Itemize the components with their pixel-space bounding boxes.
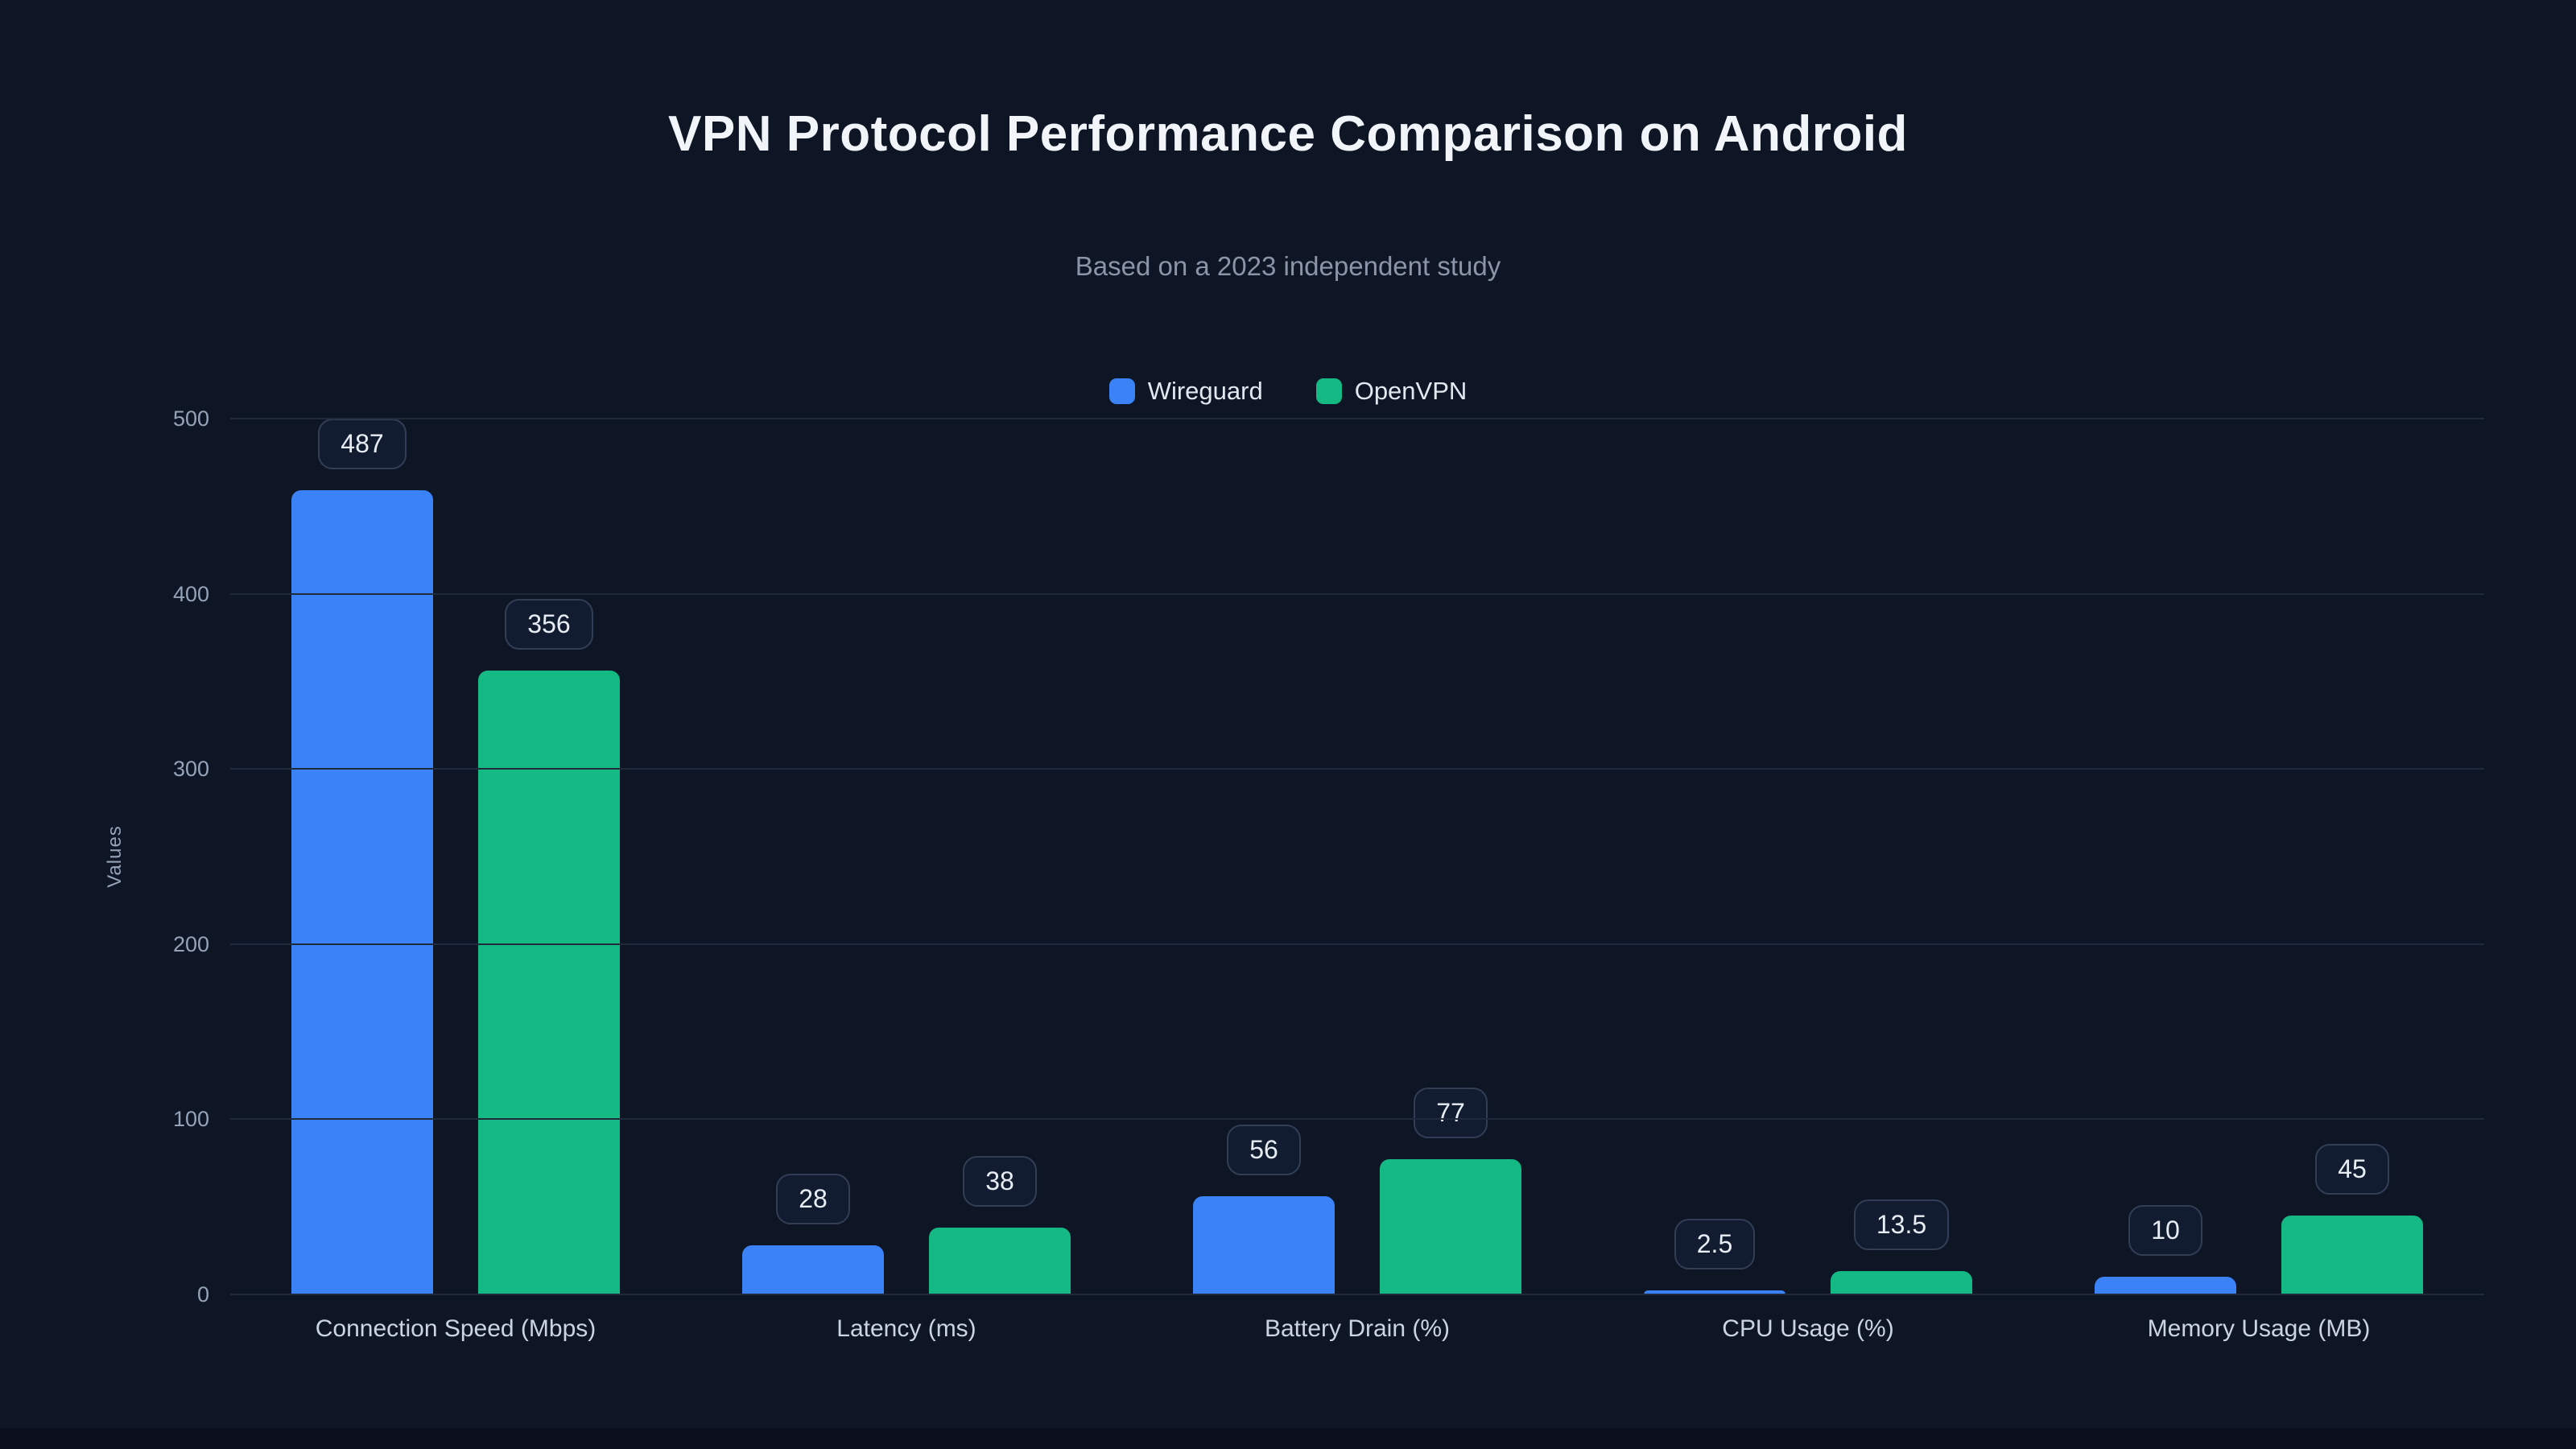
gridline <box>230 592 2484 595</box>
value-label: 10 <box>2128 1205 2202 1257</box>
bar-openvpn <box>1831 1270 1972 1294</box>
value-label: 77 <box>1414 1088 1488 1139</box>
bar-column: 45 <box>2281 419 2423 1294</box>
category-label: Latency (ms) <box>836 1315 976 1342</box>
bottom-edge <box>0 1428 2576 1449</box>
x-axis-category-labels: Connection Speed (Mbps) Latency (ms) Batte… <box>230 1315 2484 1343</box>
bar-column: 2.5 <box>1644 419 1785 1294</box>
bar-column: 56 <box>1193 419 1335 1294</box>
bar-wireguard <box>291 490 433 1294</box>
bar-openvpn <box>1380 1159 1521 1294</box>
bar-groups: 487 356 28 38 56 77 2.5 13.5 10 45 <box>230 419 2484 1294</box>
bar-column: 13.5 <box>1831 419 1972 1294</box>
bar-group: 10 45 <box>2033 419 2484 1294</box>
gridline <box>230 1118 2484 1121</box>
bar-column: 38 <box>929 419 1071 1294</box>
y-axis-label: Values <box>104 825 126 888</box>
legend-item-wireguard[interactable]: Wireguard <box>1108 376 1263 406</box>
bar-column: 487 <box>291 419 433 1294</box>
bar-wireguard <box>1193 1196 1335 1294</box>
gridline <box>230 768 2484 770</box>
category-label: CPU Usage (%) <box>1722 1315 1894 1342</box>
value-label: 28 <box>776 1174 850 1225</box>
bar-openvpn <box>929 1228 1071 1294</box>
category-label: Battery Drain (%) <box>1264 1315 1451 1342</box>
category-label: Connection Speed (Mbps) <box>315 1315 597 1342</box>
legend-swatch-icon <box>1315 378 1342 404</box>
value-label: 2.5 <box>1674 1218 1756 1269</box>
plot-area: 487 356 28 38 56 77 2.5 13.5 10 45 0 100 200 300 400 5… <box>173 408 2484 1306</box>
gridline <box>230 418 2484 419</box>
legend-swatch-icon <box>1108 378 1135 404</box>
category-label: Memory Usage (MB) <box>2147 1315 2371 1342</box>
value-label: 56 <box>1227 1125 1301 1176</box>
bar-wireguard <box>2095 1277 2236 1294</box>
gridline <box>230 943 2484 945</box>
chart-subtitle: Based on a 2023 independent study <box>1075 251 1501 281</box>
value-label: 45 <box>2315 1144 2389 1195</box>
value-label: 487 <box>318 419 407 469</box>
bar-column: 10 <box>2095 419 2236 1294</box>
chart-title: VPN Protocol Performance Comparison on A… <box>668 106 1908 162</box>
bar-column: 28 <box>742 419 884 1294</box>
gridline <box>230 1294 2484 1295</box>
value-label: 38 <box>963 1156 1037 1208</box>
bar-group: 56 77 <box>1132 419 1583 1294</box>
bar-openvpn <box>478 671 620 1294</box>
bar-openvpn <box>2281 1216 2423 1294</box>
value-label: 13.5 <box>1853 1199 1950 1250</box>
legend-item-openvpn[interactable]: OpenVPN <box>1315 376 1468 406</box>
bar-column: 356 <box>478 419 620 1294</box>
bar-group: 2.5 13.5 <box>1583 419 2033 1294</box>
bar-column: 77 <box>1380 419 1521 1294</box>
legend: Wireguard OpenVPN <box>0 377 2576 406</box>
bar-wireguard <box>742 1245 884 1294</box>
bar-group: 28 38 <box>681 419 1132 1294</box>
bar-group: 487 356 <box>230 419 681 1294</box>
legend-label: Wireguard <box>1147 376 1263 405</box>
bar-wireguard <box>1644 1290 1785 1294</box>
legend-label: OpenVPN <box>1354 376 1468 405</box>
value-label: 356 <box>505 599 593 650</box>
